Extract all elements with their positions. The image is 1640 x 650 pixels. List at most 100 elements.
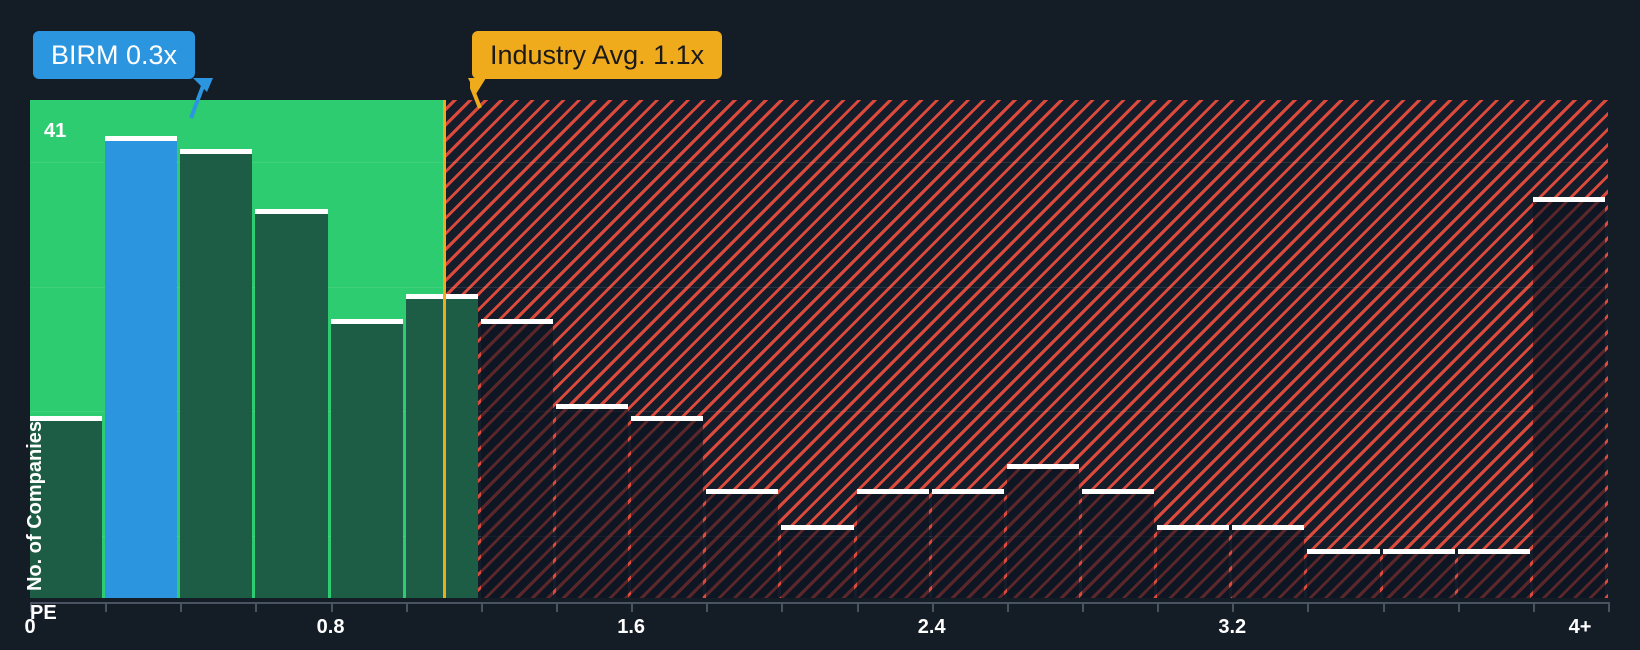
bar-cap	[180, 148, 253, 154]
x-tick	[255, 602, 258, 612]
bar-cap	[781, 525, 854, 531]
bar-body	[480, 318, 553, 598]
y-max-value-label: 41	[44, 120, 67, 142]
x-tick	[30, 602, 32, 612]
bar-cap	[1382, 549, 1455, 555]
bar[interactable]	[1532, 197, 1605, 598]
x-tick	[1382, 602, 1385, 612]
x-tick	[706, 602, 709, 612]
bar[interactable]	[556, 403, 629, 598]
bar-body	[30, 415, 103, 598]
industry-average-callout[interactable]: Industry Avg. 1.1x	[472, 31, 723, 79]
x-tick	[330, 602, 333, 612]
x-tick-label: 3.2	[1218, 616, 1247, 638]
bar[interactable]	[255, 209, 328, 598]
x-tick	[781, 602, 784, 612]
bar-cap	[556, 403, 629, 409]
bar[interactable]	[180, 148, 253, 598]
bar-cap	[631, 415, 704, 421]
x-tick	[1532, 602, 1535, 612]
bar-body	[1232, 525, 1305, 598]
x-tick	[631, 602, 634, 612]
bar-cap	[1532, 197, 1605, 203]
x-tick	[1232, 602, 1235, 612]
bar[interactable]	[706, 488, 779, 598]
bar-body	[180, 148, 253, 598]
gridline	[30, 411, 1608, 413]
x-tick	[1608, 602, 1610, 612]
bar-body	[330, 318, 403, 598]
x-tick	[931, 602, 934, 612]
bar[interactable]	[631, 415, 704, 598]
x-tick	[1307, 602, 1310, 612]
bar-highlight-birm[interactable]	[105, 136, 178, 598]
bar-body	[1157, 525, 1230, 598]
bar-body	[405, 294, 478, 598]
bar[interactable]	[781, 525, 854, 598]
bar-body	[255, 209, 328, 598]
x-axis-title: PE	[30, 602, 57, 624]
bar-cap	[856, 488, 929, 494]
bar-body	[105, 136, 178, 598]
bar[interactable]	[405, 294, 478, 598]
bar-body	[706, 488, 779, 598]
bar-body	[1307, 549, 1380, 598]
x-tick	[1457, 602, 1460, 612]
x-tick	[105, 602, 108, 612]
bar-body	[1532, 197, 1605, 598]
x-tick-label: 0	[24, 616, 36, 638]
industry-callout-tail	[468, 78, 486, 109]
bar-body	[556, 403, 629, 598]
bar[interactable]	[1157, 525, 1230, 598]
x-axis-line	[30, 602, 1608, 604]
bar-cap	[480, 318, 553, 324]
bar[interactable]	[931, 488, 1004, 598]
bar-body	[856, 488, 929, 598]
bar[interactable]	[1006, 464, 1079, 598]
bar[interactable]	[856, 488, 929, 598]
bar-body	[781, 525, 854, 598]
x-tick-label: 2.4	[917, 616, 946, 638]
bar-body	[631, 415, 704, 598]
x-tick	[405, 602, 408, 612]
x-tick	[556, 602, 558, 612]
bar-cap	[105, 136, 178, 142]
bar-cap	[706, 488, 779, 494]
bar[interactable]	[1082, 488, 1155, 598]
bar-cap	[1307, 549, 1380, 555]
x-tick	[1082, 602, 1084, 612]
birm-callout[interactable]: BIRM 0.3x	[33, 31, 196, 79]
birm-callout-tail	[189, 78, 213, 119]
x-tick-label: 1.6	[617, 616, 646, 638]
bar-body	[931, 488, 1004, 598]
bar-body	[1382, 549, 1455, 598]
bar-cap	[1157, 525, 1230, 531]
bar-body	[1006, 464, 1079, 598]
bar[interactable]	[1232, 525, 1305, 598]
industry-average-line	[443, 100, 447, 598]
bar[interactable]	[480, 318, 553, 598]
x-tick	[856, 602, 859, 612]
bar-cap	[1006, 464, 1079, 470]
bar[interactable]	[1307, 549, 1380, 598]
gridline	[30, 286, 1608, 288]
x-tick	[1157, 602, 1160, 612]
x-tick	[480, 602, 483, 612]
bar[interactable]	[1457, 549, 1530, 598]
bar-cap	[330, 318, 403, 324]
bar-cap	[931, 488, 1004, 494]
y-axis-title: No. of Companies	[24, 420, 46, 591]
bar-body	[1082, 488, 1155, 598]
bar-cap	[1457, 549, 1530, 555]
bar-cap	[405, 294, 478, 300]
x-tick	[180, 602, 183, 612]
bar[interactable]	[30, 415, 103, 598]
x-tick	[1006, 602, 1009, 612]
overvalued-zone	[443, 100, 1608, 598]
bar-cap	[1232, 525, 1305, 531]
bar[interactable]	[1382, 549, 1455, 598]
x-tick-label: 4+	[1568, 616, 1592, 638]
x-tick-label: 0.8	[316, 616, 345, 638]
bar[interactable]	[330, 318, 403, 598]
